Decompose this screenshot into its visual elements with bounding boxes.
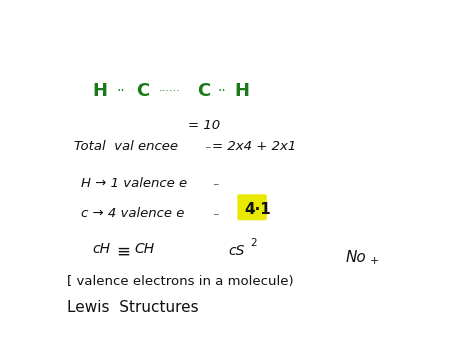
- Text: Lewis  Structures: Lewis Structures: [66, 300, 198, 315]
- Text: ≡: ≡: [116, 242, 130, 260]
- Text: = 2x4 + 2x1: = 2x4 + 2x1: [212, 140, 296, 153]
- Text: No: No: [346, 250, 366, 265]
- Text: H: H: [235, 82, 250, 100]
- FancyBboxPatch shape: [237, 194, 267, 220]
- Text: H: H: [92, 82, 107, 100]
- Text: ··: ··: [218, 84, 227, 98]
- Text: ⁻: ⁻: [212, 181, 219, 194]
- Text: = 10: = 10: [188, 119, 220, 132]
- Text: cH: cH: [92, 242, 110, 256]
- Text: ··: ··: [116, 84, 125, 98]
- Text: cS: cS: [228, 244, 245, 257]
- Text: H → 1 valence e: H → 1 valence e: [82, 176, 187, 190]
- Text: ······: ······: [158, 86, 180, 96]
- Text: c → 4 valence e: c → 4 valence e: [82, 207, 185, 220]
- Text: [ valence electrons in a molecule): [ valence electrons in a molecule): [66, 275, 293, 288]
- Text: ⁻: ⁻: [212, 211, 219, 224]
- Text: 4·1: 4·1: [245, 202, 272, 217]
- Text: 2: 2: [250, 238, 257, 248]
- Text: C: C: [197, 82, 210, 100]
- Text: C: C: [137, 82, 150, 100]
- Text: +: +: [370, 256, 379, 266]
- Text: Total  val encee: Total val encee: [74, 140, 178, 153]
- Text: CH: CH: [135, 242, 155, 256]
- Text: ⁻: ⁻: [204, 144, 211, 157]
